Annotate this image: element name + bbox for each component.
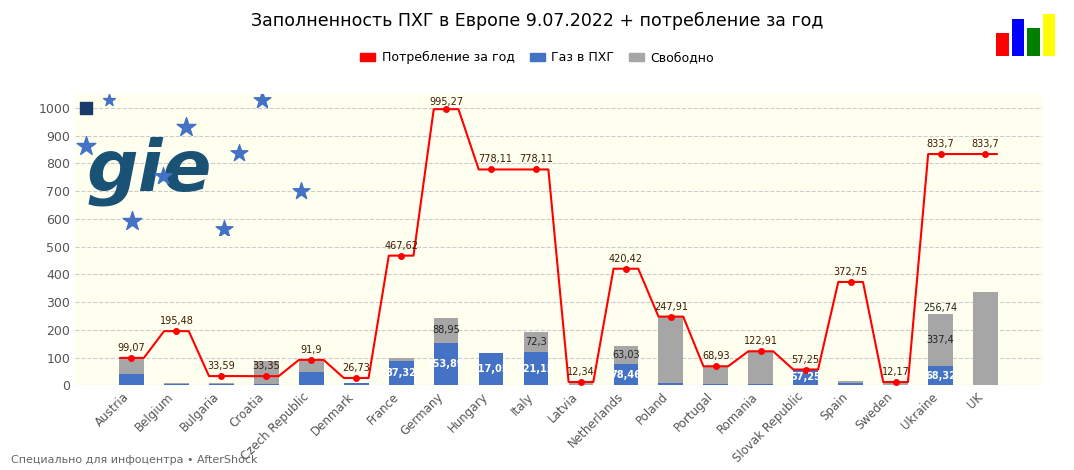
Bar [658,383,683,385]
Bar [749,384,773,385]
Text: 256,74: 256,74 [924,303,958,313]
Text: 195,48: 195,48 [159,316,193,326]
Text: 33,35: 33,35 [252,361,280,371]
Text: 68,93: 68,93 [702,351,729,361]
Bar [749,352,773,384]
Bar [344,384,368,385]
Text: 33,59: 33,59 [207,361,235,371]
Bar [299,361,323,372]
Bar [434,318,459,343]
Bar [479,353,504,385]
Text: gie: gie [87,137,213,206]
Point [292,187,309,195]
Text: 833,7: 833,7 [927,139,955,149]
Bar [119,358,144,374]
Point [177,123,194,131]
Text: 88,95: 88,95 [432,325,460,335]
Bar [613,346,638,364]
Bar [973,292,998,385]
Text: 420,42: 420,42 [609,254,643,264]
Bar [839,381,863,383]
Bar [794,369,818,385]
Text: 372,75: 372,75 [833,267,868,277]
Text: 78,46: 78,46 [610,369,641,379]
Bar [658,317,683,383]
Bar [928,367,953,385]
Point [253,97,271,104]
Bar [253,360,278,384]
Text: 995,27: 995,27 [429,97,463,107]
Bar [524,332,549,352]
Bar [164,383,189,384]
Text: Заполненность ПХГ в Европе 9.07.2022 + потребление за год: Заполненность ПХГ в Европе 9.07.2022 + п… [251,12,823,30]
Text: 12,34: 12,34 [567,367,595,377]
Bar [1027,28,1040,56]
Bar [839,383,863,385]
Text: 12,17: 12,17 [882,367,910,377]
Bar [1012,19,1025,56]
Text: Специально для инфоцентра • AfterShock: Специально для инфоцентра • AfterShock [11,455,258,465]
Legend: Потребление за год, Газ в ПХГ, Свободно: Потребление за год, Газ в ПХГ, Свободно [355,46,719,69]
Text: 778,11: 778,11 [519,155,553,164]
Bar [119,374,144,385]
Bar [883,383,908,385]
Text: 153,89: 153,89 [427,359,465,369]
Bar [389,358,413,361]
Point [216,225,233,232]
Text: 117,05: 117,05 [473,364,510,374]
Bar [389,361,413,385]
Text: 122,91: 122,91 [743,337,778,346]
Text: 337,4: 337,4 [927,335,955,345]
Text: 26,73: 26,73 [343,363,371,373]
Text: 778,11: 778,11 [479,155,512,164]
Bar [434,343,459,385]
Text: 99,07: 99,07 [117,343,145,353]
Bar [253,384,278,385]
Bar [299,372,323,385]
Text: 72,3: 72,3 [525,337,547,347]
Text: 57,25: 57,25 [792,354,819,365]
Bar [997,33,1008,56]
Bar [1043,14,1055,56]
Bar [568,383,593,385]
Bar [209,384,234,385]
Bar [524,352,549,385]
Text: 247,91: 247,91 [654,302,687,312]
Text: 121,15: 121,15 [518,364,555,374]
Point [100,97,117,104]
Bar [703,367,728,384]
Text: 57,25: 57,25 [790,372,821,383]
Point [231,149,248,157]
Text: 833,7: 833,7 [972,139,1000,149]
Text: 91,9: 91,9 [301,345,322,355]
Bar [703,384,728,385]
Bar [928,314,953,367]
Text: 63,03: 63,03 [612,350,640,360]
Bar [164,384,189,385]
Point [124,217,141,225]
Text: 68,32: 68,32 [925,371,956,381]
Point [77,142,95,149]
Bar [344,383,368,384]
Point [77,104,95,112]
Text: 87,32: 87,32 [386,368,417,378]
Bar [613,364,638,385]
Text: 467,62: 467,62 [384,241,418,251]
Point [154,172,171,180]
